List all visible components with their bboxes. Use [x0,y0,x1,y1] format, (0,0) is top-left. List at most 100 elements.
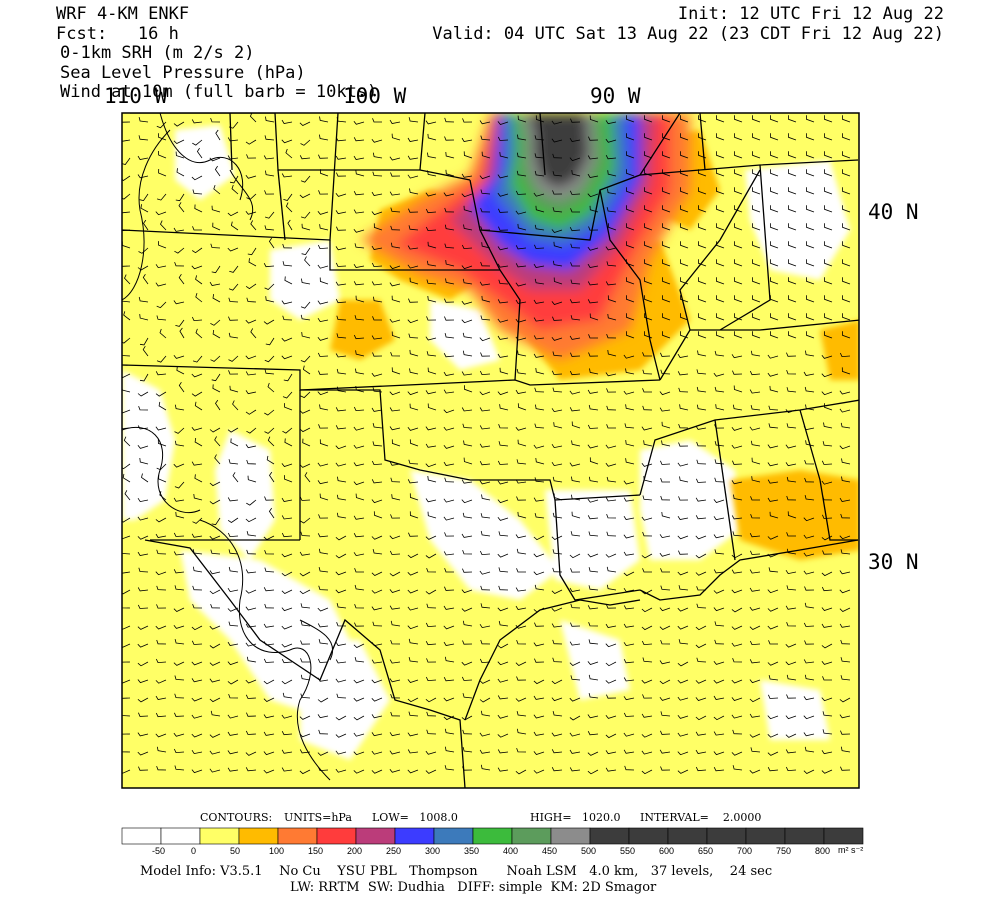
wind-barb [173,569,185,574]
wind-barb [605,155,617,160]
wind-barb [281,119,293,124]
wind-barb [660,568,670,573]
wind-barb [209,768,221,773]
wind-barb [301,223,311,231]
wind-barb [570,315,581,321]
colorbar-swatch [589,827,630,845]
wind-barb [750,514,761,519]
wind-barb [137,155,149,160]
wind-barb [535,457,545,465]
wind-barb [137,516,149,521]
wind-barb [659,697,671,701]
wind-barb [623,749,635,754]
wind-barb [479,407,491,412]
wind-barb [285,202,293,213]
wind-barb [372,316,382,321]
wind-barb [587,173,599,178]
wind-barb [281,767,293,772]
wind-barb [409,188,419,195]
wind-barb [445,151,455,159]
wind-barb [427,511,437,519]
wind-barb [731,569,743,574]
wind-barb [749,587,761,592]
wind-barb [569,715,581,721]
wind-barb [407,697,419,703]
wind-barb [281,532,293,538]
wind-barb [246,530,257,537]
wind-barb [806,295,815,303]
wind-barb [569,641,581,646]
wind-barb [696,459,707,465]
wind-barb [821,460,833,465]
wind-barb [821,660,833,665]
wind-barb [551,443,563,449]
wind-barb [695,679,707,684]
wind-barb [498,208,509,213]
wind-barb [427,475,437,483]
wind-barb [534,658,545,663]
wind-barb [569,157,581,162]
wind-barb [389,678,401,683]
wind-barb [624,765,635,771]
wind-barb [371,750,383,755]
wind-barb [209,661,221,666]
wind-barb [443,192,455,197]
wind-barb [497,749,509,754]
wind-barb [335,553,347,559]
wind-barb [840,657,851,663]
wind-barb [173,625,185,629]
wind-barb [642,657,653,663]
wind-barb [659,749,671,754]
wind-barb [173,497,185,502]
wind-barb [749,640,761,646]
wind-barb [263,731,275,736]
wind-barb [551,732,563,737]
wind-barb [842,295,851,303]
wind-barb [371,372,383,377]
wind-barb [425,390,437,395]
wind-barb [156,765,167,771]
wind-barb [570,243,581,249]
wind-barb [662,115,671,123]
wind-barb [480,764,491,771]
lon-label-110w: 110 W [104,84,168,108]
wind-barb [462,549,473,555]
wind-barb [211,205,221,213]
wind-barb [443,498,455,503]
wind-barb [662,151,671,159]
wind-barb [480,135,491,141]
wind-barb [713,715,725,721]
colorbar-swatch [667,827,708,845]
wind-barb [497,607,509,612]
wind-barb [209,281,221,286]
wind-barb [842,313,851,321]
wind-barb [248,258,257,267]
wind-barb [444,117,455,123]
wind-barb [191,119,203,124]
wind-barb [301,247,311,256]
colorbar-tick: 500 [581,846,597,856]
wind-barb [156,355,167,363]
colorbar-tick: -50 [152,846,166,856]
wind-barb [281,463,293,467]
wind-barb [533,553,545,558]
wind-barb [299,551,311,556]
wind-barb [606,333,617,339]
wind-barb [806,331,815,339]
wind-barb [785,643,797,648]
wind-barb [749,679,761,684]
wind-barb [605,661,617,667]
wind-barb [372,621,383,627]
wind-barb [605,553,617,558]
wind-barb [353,462,365,467]
wind-barb [607,313,617,321]
wind-barb [569,407,581,412]
wind-barb [660,460,671,465]
wind-barb [443,641,455,646]
colorbar-tick: 450 [542,846,558,856]
colorbar-swatch [160,827,201,845]
wind-barb [137,391,149,397]
wind-barb [842,223,851,231]
wind-barb [282,261,293,267]
wind-barb [299,427,311,433]
